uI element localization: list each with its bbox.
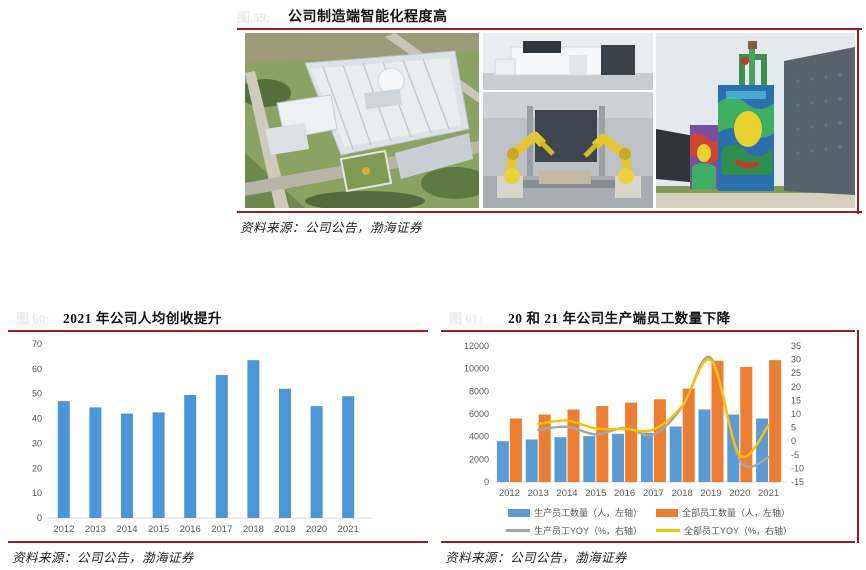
legend-bar-swatch-icon [507,508,530,517]
source-note: 资料来源：公司公告，渤海证券 [445,551,628,565]
svg-text:20: 20 [791,382,801,392]
svg-text:30: 30 [791,355,801,365]
svg-text:-10: -10 [791,463,804,473]
svg-text:2021: 2021 [758,488,779,499]
svg-text:2014: 2014 [116,524,137,535]
svg-text:2018: 2018 [243,524,264,535]
svg-text:0: 0 [37,513,42,523]
svg-text:60: 60 [32,364,42,374]
svg-text:2018: 2018 [672,488,693,499]
figure-bottom-rule [237,211,862,214]
svg-text:35: 35 [791,341,801,351]
plant-building-photo [483,33,653,90]
bar-chart-revenue-per-capita: 0 10 20 30 40 50 60 70 2012 2013 2014 2015 2016 2017 2… [32,339,372,535]
robot-arm-icon [583,133,641,198]
svg-text:2015: 2015 [148,524,169,535]
colorful-equipment-photo [656,33,855,208]
robot-arm-icon [497,131,555,198]
source-note: 资料来源：公司公告，渤海证券 [12,551,195,565]
svg-text:6000: 6000 [469,409,489,419]
svg-text:15: 15 [791,395,801,405]
figure-title: 公司制造端智能化程度高 [288,10,448,25]
svg-text:2021: 2021 [338,524,359,535]
svg-text:4000: 4000 [469,432,489,442]
figure-bottom-rule [8,541,428,544]
legend-item: 生产员工数量（人，左轴） [507,506,642,519]
svg-text:2020: 2020 [306,524,327,535]
title-rule [8,330,428,333]
svg-text:5: 5 [791,423,796,433]
legend-label: 全部员工YOY（%，右轴） [684,526,793,536]
svg-text:0: 0 [484,477,489,487]
legend-label: 生产员工数量（人，左轴） [533,508,642,518]
legend-item: 生产员工YOY（%，右轴） [505,524,642,537]
legend-row: 生产员工数量（人，左轴） 全部员工数量（人，左轴） [507,506,790,519]
svg-text:0: 0 [791,436,796,446]
legend-label: 生产员工YOY（%，右轴） [533,526,642,536]
svg-text:2019: 2019 [700,488,721,499]
svg-text:2017: 2017 [211,524,232,535]
legend-bar-swatch-icon [656,508,678,517]
legend-line-swatch-icon [505,529,530,532]
figure-number: 图 61: [449,311,483,326]
legend-item: 全部员工YOY（%，右轴） [656,524,792,537]
svg-text:2012: 2012 [53,524,74,535]
svg-text:12000: 12000 [464,341,489,351]
svg-text:2020: 2020 [729,488,750,499]
svg-text:2013: 2013 [85,524,106,535]
svg-text:2017: 2017 [643,488,664,499]
figure-bottom-rule [441,541,855,544]
figure-number: 图 59: [237,10,271,25]
svg-text:10: 10 [32,488,42,498]
svg-text:50: 50 [32,389,42,399]
svg-text:10: 10 [791,409,801,419]
chart-legend: 生产员工数量（人，左轴） 全部员工数量（人，左轴） 生产员工YOY（%，右轴） 全部员… [441,506,857,537]
svg-text:2012: 2012 [499,488,520,499]
svg-text:20: 20 [32,463,42,473]
svg-text:2013: 2013 [528,488,549,499]
svg-text:40: 40 [32,414,42,424]
svg-text:2000: 2000 [469,454,489,464]
painting-robots-photo [483,92,653,208]
title-rule [441,330,855,333]
figure-number: 图 60: [16,311,50,326]
combo-chart-employee-count: 0 2000 4000 6000 8000 10000 12000 -15 -10 -5 0 5 10 1… [464,341,804,499]
svg-text:-5: -5 [791,450,799,460]
chart-right-title: 20 和 21 年公司生产端员工数量下降 [508,311,731,326]
svg-text:30: 30 [32,438,42,448]
svg-text:-15: -15 [791,477,804,487]
factory-aerial-photo [245,33,479,208]
title-rule [237,28,862,31]
svg-text:70: 70 [32,339,42,349]
svg-text:10000: 10000 [464,364,489,374]
svg-text:2015: 2015 [585,488,606,499]
legend-item: 全部员工数量（人，左轴） [656,506,790,519]
figure-right-border [857,28,860,214]
chart-left-title: 2021 年公司人均创收提升 [63,311,222,326]
legend-label: 全部员工数量（人，左轴） [682,508,791,518]
svg-text:25: 25 [791,368,801,378]
svg-text:2016: 2016 [180,524,201,535]
svg-text:2016: 2016 [614,488,635,499]
source-note: 资料来源：公司公告，渤海证券 [240,221,423,235]
legend-row: 生产员工YOY（%，右轴） 全部员工YOY（%，右轴） [505,524,792,537]
svg-text:8000: 8000 [469,386,489,396]
legend-line-swatch-icon [656,529,680,532]
svg-text:2019: 2019 [274,524,295,535]
figure-right-border [857,330,860,543]
svg-text:2014: 2014 [556,488,577,499]
